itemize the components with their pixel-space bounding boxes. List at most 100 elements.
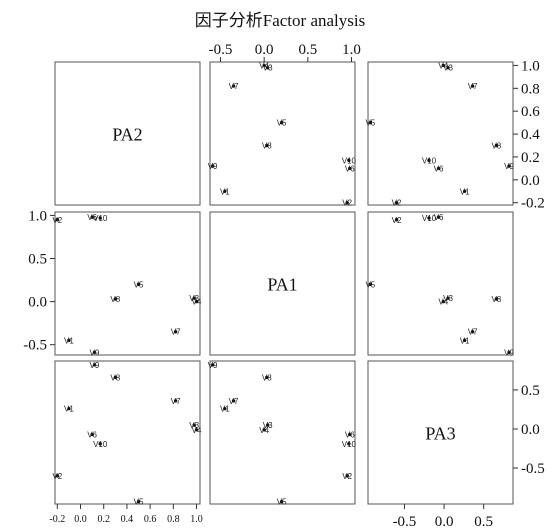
- x-tick-label-top-pa1-3: 1.0: [342, 42, 361, 58]
- point-label-v2-pa3-vs-pa1: V2: [342, 472, 352, 481]
- point-label-v6-pa2-vs-pa3: V6: [434, 164, 444, 173]
- y-tick-label-right-pa2-5: 0.8: [521, 81, 540, 97]
- point-v4-pa3-vs-pa2: [194, 428, 199, 432]
- point-v4-pa2-vs-pa1: [262, 63, 266, 68]
- point-label-v9-pa3-vs-pa2: V9: [90, 361, 100, 370]
- point-v9-pa3-vs-pa2: [92, 363, 97, 367]
- point-label-v2-pa2-vs-pa1: V2: [342, 199, 352, 208]
- point-label-v9-pa2-vs-pa1: V9: [208, 162, 218, 171]
- point-v9-pa2-vs-pa1: [210, 164, 215, 168]
- point-v7-pa3-vs-pa1: [231, 399, 236, 403]
- panel-pa3-pa2: [54, 360, 201, 505]
- y-tick-label-right-pa3-1: 0.0: [521, 422, 540, 438]
- point-v7-pa3-vs-pa2: [173, 399, 178, 403]
- point-label-v10-pa1-vs-pa3: V10: [422, 214, 437, 223]
- panel-pa1-pa1: [209, 211, 356, 356]
- point-v3-pa2-vs-pa1: [265, 66, 270, 70]
- x-tick-label-bottom-pa3-0: -0.5: [393, 514, 417, 528]
- point-label-v7-pa2-vs-pa1: V7: [229, 82, 239, 91]
- point-v2-pa3-vs-pa2: [55, 474, 60, 478]
- point-v1-pa3-vs-pa1: [223, 406, 227, 411]
- point-v8-pa2-vs-pa1: [265, 143, 269, 148]
- point-v3-pa1-vs-pa2: [192, 296, 196, 300]
- point-label-v10-pa2-vs-pa3: V10: [422, 156, 437, 165]
- point-label-v4-pa2-vs-pa3: V4: [438, 61, 448, 70]
- point-label-v7-pa1-vs-pa3: V7: [468, 328, 478, 337]
- y-tick-label-right-pa2-4: 0.6: [521, 104, 540, 120]
- point-v5-pa2-vs-pa1: [279, 120, 284, 125]
- x-tick-label-bottom-pa2-4: 0.6: [144, 514, 157, 525]
- point-v6-pa2-vs-pa1: [348, 166, 352, 171]
- point-v10-pa1-vs-pa3: [427, 216, 431, 220]
- point-label-v5-pa3-vs-pa1: V5: [277, 498, 287, 507]
- point-label-v2-pa3-vs-pa2: V2: [52, 472, 62, 481]
- point-v5-pa2-vs-pa3: [368, 120, 373, 125]
- point-v4-pa1-vs-pa2: [194, 299, 199, 304]
- x-tick-label-bottom-pa2-3: 0.4: [121, 514, 134, 525]
- point-v10-pa2-vs-pa1: [347, 158, 351, 163]
- point-v9-pa1-vs-pa2: [92, 350, 97, 355]
- point-v3-pa3-vs-pa1: [265, 423, 270, 427]
- point-label-v10-pa3-vs-pa1: V10: [342, 440, 357, 449]
- point-v1-pa3-vs-pa2: [67, 406, 71, 411]
- panel-pa2-pa1: [209, 61, 356, 206]
- point-v5-pa1-vs-pa2: [136, 282, 141, 287]
- point-label-v1-pa3-vs-pa2: V1: [64, 405, 74, 414]
- x-tick-label-bottom-pa2-2: 0.2: [97, 514, 110, 525]
- point-v8-pa1-vs-pa3: [494, 297, 499, 301]
- point-label-v3-pa3-vs-pa2: V3: [189, 421, 199, 430]
- point-v2-pa3-vs-pa1: [345, 474, 349, 478]
- point-v6-pa1-vs-pa2: [90, 215, 94, 219]
- x-tick-label-bottom-pa3-2: 0.5: [474, 514, 493, 528]
- point-v10-pa3-vs-pa2: [98, 442, 102, 446]
- point-v10-pa2-vs-pa3: [427, 158, 431, 163]
- point-label-v9-pa3-vs-pa1: V9: [208, 361, 218, 370]
- chart-title: 因子分析Factor analysis: [195, 11, 365, 30]
- point-v8-pa1-vs-pa2: [113, 297, 118, 301]
- point-label-v3-pa2-vs-pa1: V3: [263, 64, 273, 73]
- point-label-v6-pa3-vs-pa1: V6: [345, 430, 355, 439]
- point-label-v2-pa1-vs-pa3: V2: [392, 216, 402, 225]
- point-label-v2-pa2-vs-pa3: V2: [392, 199, 402, 208]
- point-v10-pa3-vs-pa1: [347, 442, 351, 446]
- x-tick-label-top-pa1-0: -0.5: [209, 42, 233, 58]
- point-v7-pa2-vs-pa1: [231, 84, 236, 88]
- point-label-v8-pa3-vs-pa2: V8: [110, 373, 120, 382]
- point-v2-pa2-vs-pa1: [345, 201, 349, 205]
- x-tick-label-top-pa1-1: 0.0: [255, 42, 274, 58]
- panel-pa2-pa3: [367, 61, 514, 206]
- point-label-v7-pa3-vs-pa2: V7: [171, 397, 181, 406]
- point-label-v7-pa3-vs-pa1: V7: [229, 397, 239, 406]
- point-v9-pa1-vs-pa3: [507, 350, 511, 355]
- point-label-v8-pa2-vs-pa3: V8: [491, 142, 501, 151]
- panel-pa1-pa3: [367, 211, 514, 356]
- point-label-v10-pa1-vs-pa2: V10: [93, 214, 108, 223]
- point-label-v1-pa3-vs-pa1: V1: [220, 405, 230, 414]
- y-tick-label-left-pa1-1: 0.0: [28, 295, 47, 311]
- point-label-v3-pa1-vs-pa2: V3: [189, 294, 199, 303]
- diagonal-label-pa1: PA1: [267, 275, 297, 295]
- point-v2-pa1-vs-pa3: [394, 218, 399, 222]
- x-tick-label-bottom-pa2-1: 0.0: [74, 514, 87, 525]
- diagonal-label-pa2: PA2: [112, 125, 142, 145]
- point-label-v1-pa1-vs-pa2: V1: [64, 336, 74, 345]
- y-tick-label-right-pa2-2: 0.2: [521, 150, 540, 166]
- point-v8-pa3-vs-pa1: [265, 375, 269, 380]
- point-v4-pa2-vs-pa3: [441, 63, 445, 68]
- y-tick-label-right-pa2-6: 1.0: [521, 58, 540, 74]
- x-tick-label-bottom-pa3-1: 0.0: [435, 514, 454, 528]
- y-tick-label-right-pa2-3: 0.4: [521, 127, 540, 143]
- x-tick-label-bottom-pa2-6: 1.0: [190, 514, 203, 525]
- y-tick-label-right-pa2-0: -0.2: [521, 196, 545, 212]
- point-v7-pa1-vs-pa3: [470, 330, 475, 334]
- point-label-v5-pa1-vs-pa3: V5: [365, 280, 375, 289]
- x-tick-label-bottom-pa2-0: -0.2: [49, 514, 65, 525]
- point-label-v10-pa3-vs-pa2: V10: [93, 440, 108, 449]
- point-label-v4-pa1-vs-pa3: V4: [438, 298, 448, 307]
- point-v10-pa1-vs-pa2: [98, 216, 102, 220]
- point-label-v8-pa3-vs-pa1: V8: [262, 373, 272, 382]
- point-v1-pa1-vs-pa2: [67, 338, 71, 343]
- point-label-v5-pa3-vs-pa2: V5: [134, 498, 144, 507]
- y-tick-label-right-pa3-2: 0.5: [521, 383, 540, 399]
